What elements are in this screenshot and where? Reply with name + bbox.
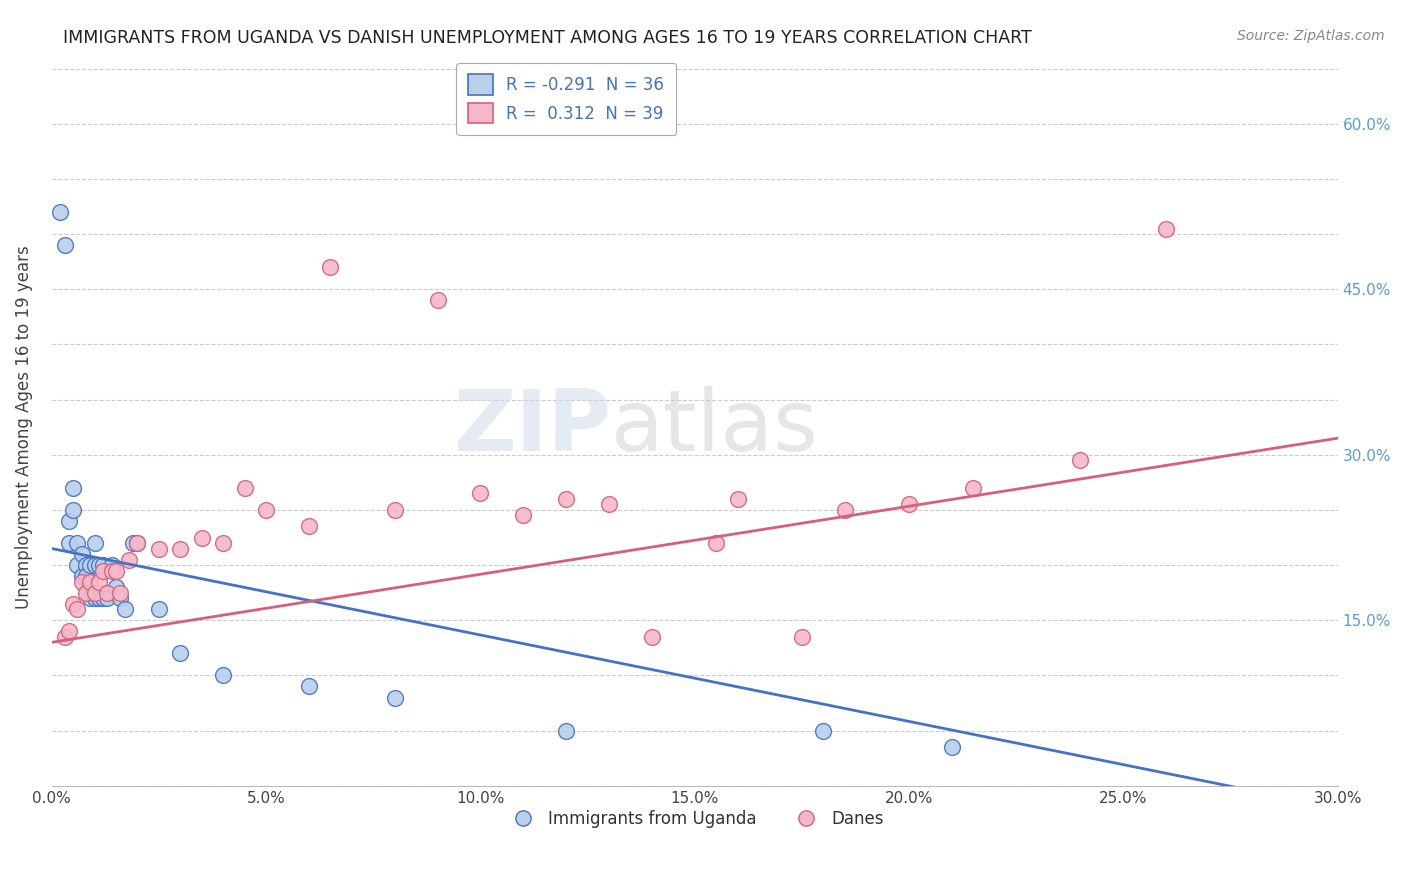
Point [105,580,128,594]
Legend: Immigrants from Uganda, Danes: Immigrants from Uganda, Danes [499,804,890,835]
Point [58,514,80,528]
Point [87,558,110,573]
Point [898,497,921,511]
Point [704,536,727,550]
Point [58,624,80,639]
Point [384,690,406,705]
Point [83,585,105,599]
Point [298,680,321,694]
Point [83,558,105,573]
Point [83,591,105,606]
Text: IMMIGRANTS FROM UGANDA VS DANISH UNEMPLOYMENT AMONG AGES 16 TO 19 YEARS CORRELAT: IMMIGRANTS FROM UGANDA VS DANISH UNEMPLO… [63,29,1032,46]
Point [555,491,578,506]
Point [91,591,114,606]
Point [75,585,97,599]
Point [148,541,170,556]
Text: atlas: atlas [612,385,820,468]
Point [191,531,214,545]
Point [110,591,132,606]
Point [114,602,136,616]
Point [75,569,97,583]
Point [1154,221,1177,235]
Point [91,558,114,573]
Point [169,541,191,556]
Point [169,646,191,660]
Point [254,503,277,517]
Point [555,723,578,738]
Point [941,740,963,755]
Point [598,497,620,511]
Point [96,591,118,606]
Point [790,630,813,644]
Point [66,558,89,573]
Point [110,585,132,599]
Point [426,293,449,308]
Point [641,630,664,644]
Point [105,564,128,578]
Point [100,564,122,578]
Point [319,260,342,274]
Point [813,723,835,738]
Point [118,552,141,566]
Point [70,569,93,583]
Point [127,536,149,550]
Point [298,519,321,533]
Point [212,668,235,682]
Point [87,574,110,589]
Point [87,591,110,606]
Point [96,585,118,599]
Point [58,536,80,550]
Point [512,508,534,523]
Point [79,574,101,589]
Point [79,591,101,606]
Y-axis label: Unemployment Among Ages 16 to 19 years: Unemployment Among Ages 16 to 19 years [15,245,32,609]
Point [53,630,76,644]
Point [70,547,93,561]
Point [75,558,97,573]
Point [79,558,101,573]
Point [127,536,149,550]
Point [122,536,145,550]
Point [62,597,84,611]
Point [49,205,72,219]
Point [83,536,105,550]
Point [384,503,406,517]
Point [100,558,122,573]
Point [66,536,89,550]
Point [91,564,114,578]
Point [470,486,492,500]
Point [62,481,84,495]
Point [53,238,76,252]
Point [727,491,749,506]
Point [962,481,984,495]
Point [148,602,170,616]
Point [1069,453,1091,467]
Point [70,574,93,589]
Point [834,503,856,517]
Text: Source: ZipAtlas.com: Source: ZipAtlas.com [1237,29,1385,43]
Point [233,481,256,495]
Text: ZIP: ZIP [453,385,612,468]
Point [212,536,235,550]
Point [62,503,84,517]
Point [66,602,89,616]
